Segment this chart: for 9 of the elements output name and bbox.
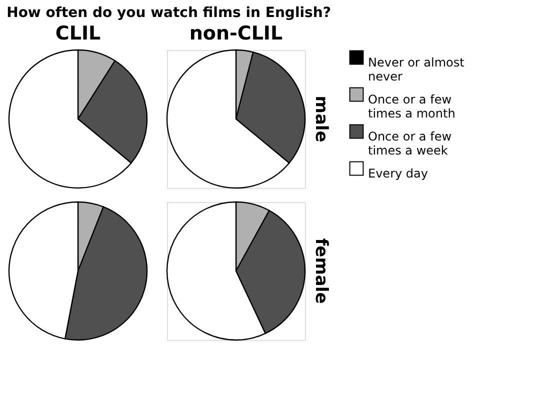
legend-label: Once or a few times a week: [368, 130, 452, 158]
legend-label: Once or a few times a month: [368, 92, 456, 120]
chart-title: How often do you watch films in English?: [6, 5, 331, 22]
chart-subtitle: non-CLIL: [189, 22, 283, 45]
legend-label: Never or almost never: [368, 56, 465, 84]
text: male: [311, 96, 331, 142]
text: female: [311, 238, 331, 304]
chart-subtitle: CLIL: [55, 22, 101, 45]
legend-label: Every day: [368, 166, 428, 180]
